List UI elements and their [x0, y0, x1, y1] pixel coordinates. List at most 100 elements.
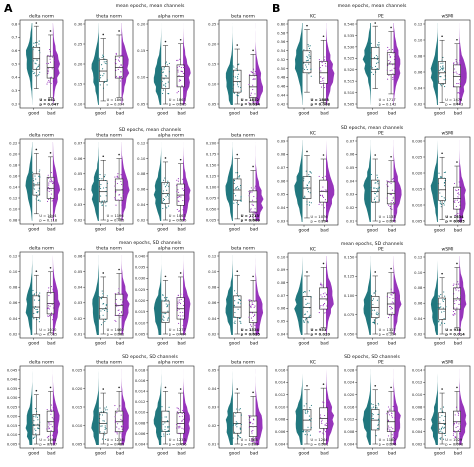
box-good-point	[39, 169, 41, 171]
y-tick-label: 0.52	[277, 58, 285, 62]
box-good-point	[103, 55, 105, 58]
box-good-point	[99, 70, 101, 72]
box-good-point	[39, 292, 41, 294]
box-bad-point	[182, 324, 184, 326]
y-tick-label: 0.09	[277, 268, 286, 272]
box-good-point	[104, 62, 106, 64]
box-good-point	[102, 322, 104, 324]
y-tick-label: 0.200	[206, 141, 217, 145]
box-good-point	[38, 74, 40, 76]
stat-u: U = 953	[311, 328, 327, 332]
box-good-point	[304, 195, 306, 197]
box-bad-point	[176, 305, 178, 307]
box-bad-point	[254, 314, 256, 317]
box-good-outlier	[306, 24, 308, 27]
box-good-point	[302, 291, 305, 294]
box-bad-point	[394, 417, 396, 419]
y-tick-label: 0.10	[9, 207, 18, 211]
box-good-point	[99, 84, 101, 86]
box-bad-point	[122, 424, 124, 427]
box-good-point	[35, 430, 37, 432]
box-good-point	[34, 428, 36, 430]
box-bad-point	[321, 419, 323, 421]
box-bad-point	[254, 300, 256, 302]
box-bad-point	[178, 65, 180, 67]
stat-p: p = 0.456	[169, 442, 188, 446]
y-tick-label: 0.02	[137, 218, 145, 222]
stat-u: U = 1233	[169, 438, 186, 442]
row-title: SD epochs, SD channels	[122, 354, 178, 360]
box-good-point	[106, 412, 108, 414]
box-good-point	[372, 298, 375, 300]
box-bad-point	[117, 309, 119, 312]
box-bad-point	[392, 196, 394, 198]
subplot-title: KC	[310, 360, 316, 366]
violin-good	[225, 255, 233, 335]
box-good-point	[37, 312, 39, 314]
box-good-point	[104, 438, 107, 440]
violin-bad	[459, 369, 467, 445]
box-bad-point	[183, 428, 185, 430]
box-good-point	[33, 420, 35, 422]
stat-p: p = 0.465	[107, 218, 125, 222]
box-bad-point	[183, 206, 185, 208]
box-bad-point	[453, 63, 455, 65]
box-bad-point	[460, 423, 462, 426]
box-bad-point	[320, 76, 322, 78]
box-good-point	[237, 86, 239, 88]
box-bad-point	[453, 62, 455, 64]
box-bad-point	[456, 296, 458, 299]
box-bad-point	[455, 205, 457, 208]
box-bad-point	[181, 71, 184, 73]
violin-bad	[459, 23, 467, 105]
box-bad-point	[120, 180, 122, 182]
box-good-box	[161, 182, 170, 204]
box-good-point	[105, 190, 107, 192]
box-good-point	[101, 56, 103, 59]
row-title: mean epochs, SD channels	[119, 240, 182, 246]
box-good-point	[232, 75, 235, 77]
box-good-point	[161, 429, 163, 431]
box-bad-point	[117, 314, 119, 316]
box-bad-point	[250, 211, 252, 213]
box-bad-point	[321, 296, 323, 298]
box-good-point	[370, 186, 372, 189]
box-bad-point	[457, 192, 459, 194]
box-bad-point	[321, 194, 323, 196]
box-bad-point	[250, 421, 252, 423]
box-bad-point	[255, 96, 257, 98]
box-good-point	[375, 406, 377, 409]
box-good-point	[308, 201, 310, 203]
box-bad-point	[459, 208, 461, 210]
y-tick-label: 0.04	[346, 179, 355, 183]
box-bad-point	[322, 284, 324, 286]
y-tick-label: 0.08	[414, 54, 423, 58]
box-good-point	[168, 433, 170, 435]
box-good-point	[36, 59, 38, 61]
box-good-point	[32, 180, 35, 182]
box-bad-point	[181, 188, 183, 190]
box-good-point	[168, 430, 170, 433]
box-bad-outlier	[118, 268, 120, 271]
box-bad-point	[51, 417, 53, 419]
y-tick-label: 0.010	[7, 433, 18, 437]
box-bad-point	[322, 186, 324, 188]
y-tick-label: 0.07	[277, 166, 286, 170]
box-bad-point	[322, 293, 324, 295]
box-good-outlier	[164, 275, 167, 278]
violin-good	[430, 140, 438, 222]
box-good-point	[104, 58, 106, 60]
box-bad-point	[458, 290, 460, 292]
box-good-point	[374, 292, 376, 294]
box-bad-point	[182, 418, 184, 420]
box-good-point	[307, 410, 309, 413]
subplot-title: delta norm	[29, 133, 55, 139]
box-bad-point	[114, 419, 116, 421]
box-bad-point	[47, 186, 49, 188]
box-bad-point	[455, 426, 457, 428]
box-bad-point	[319, 414, 321, 416]
box-good-outlier	[164, 40, 167, 43]
box-good-point	[309, 314, 311, 316]
y-tick-label: 0.010	[135, 321, 146, 325]
box-good-outlier	[236, 153, 239, 156]
